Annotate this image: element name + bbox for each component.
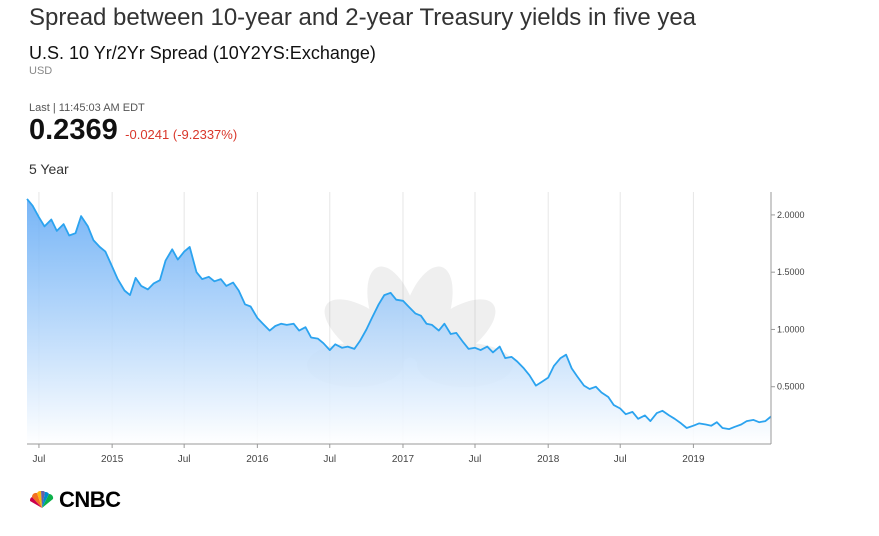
x-tick-label: 2018 bbox=[537, 454, 560, 465]
time-range-label: 5 Year bbox=[29, 161, 69, 177]
x-tick-label: Jul bbox=[614, 454, 627, 465]
chart-headline: Spread between 10-year and 2-year Treasu… bbox=[29, 4, 697, 31]
x-tick-label: 2017 bbox=[392, 454, 415, 465]
price-change: -0.0241 (-9.2337%) bbox=[125, 127, 238, 142]
last-price: 0.2369 bbox=[29, 114, 118, 146]
quote-row: 0.2369 -0.0241 (-9.2337%) bbox=[29, 114, 237, 147]
x-tick-label: 2016 bbox=[246, 454, 269, 465]
x-tick-label: 2019 bbox=[682, 454, 705, 465]
x-tick-label: Jul bbox=[178, 454, 191, 465]
y-tick-label: 1.0000 bbox=[777, 324, 805, 334]
x-tick-label: Jul bbox=[469, 454, 482, 465]
y-tick-label: 0.5000 bbox=[777, 382, 805, 392]
x-tick-label: Jul bbox=[33, 454, 46, 465]
currency-label: USD bbox=[29, 65, 53, 77]
instrument-title: U.S. 10 Yr/2Yr Spread (10Y2YS:Exchange) bbox=[29, 43, 376, 63]
peacock-icon bbox=[29, 491, 54, 508]
x-tick-label: 2015 bbox=[101, 454, 124, 465]
logo-wordmark: CNBC bbox=[59, 487, 121, 512]
last-updated-label: Last | 11:45:03 AM EDT bbox=[29, 102, 145, 114]
y-tick-label: 2.0000 bbox=[777, 210, 805, 220]
spread-line bbox=[26, 198, 772, 430]
spread-area bbox=[27, 198, 771, 444]
y-tick-label: 1.5000 bbox=[777, 267, 805, 277]
cnbc-logo: CNBC bbox=[29, 487, 121, 513]
spread-chart: Jul 2015 Jul 2016 Jul 2017 Jul 2018 Jul 2019 0.500… bbox=[26, 192, 805, 465]
x-tick-label: Jul bbox=[323, 454, 336, 465]
